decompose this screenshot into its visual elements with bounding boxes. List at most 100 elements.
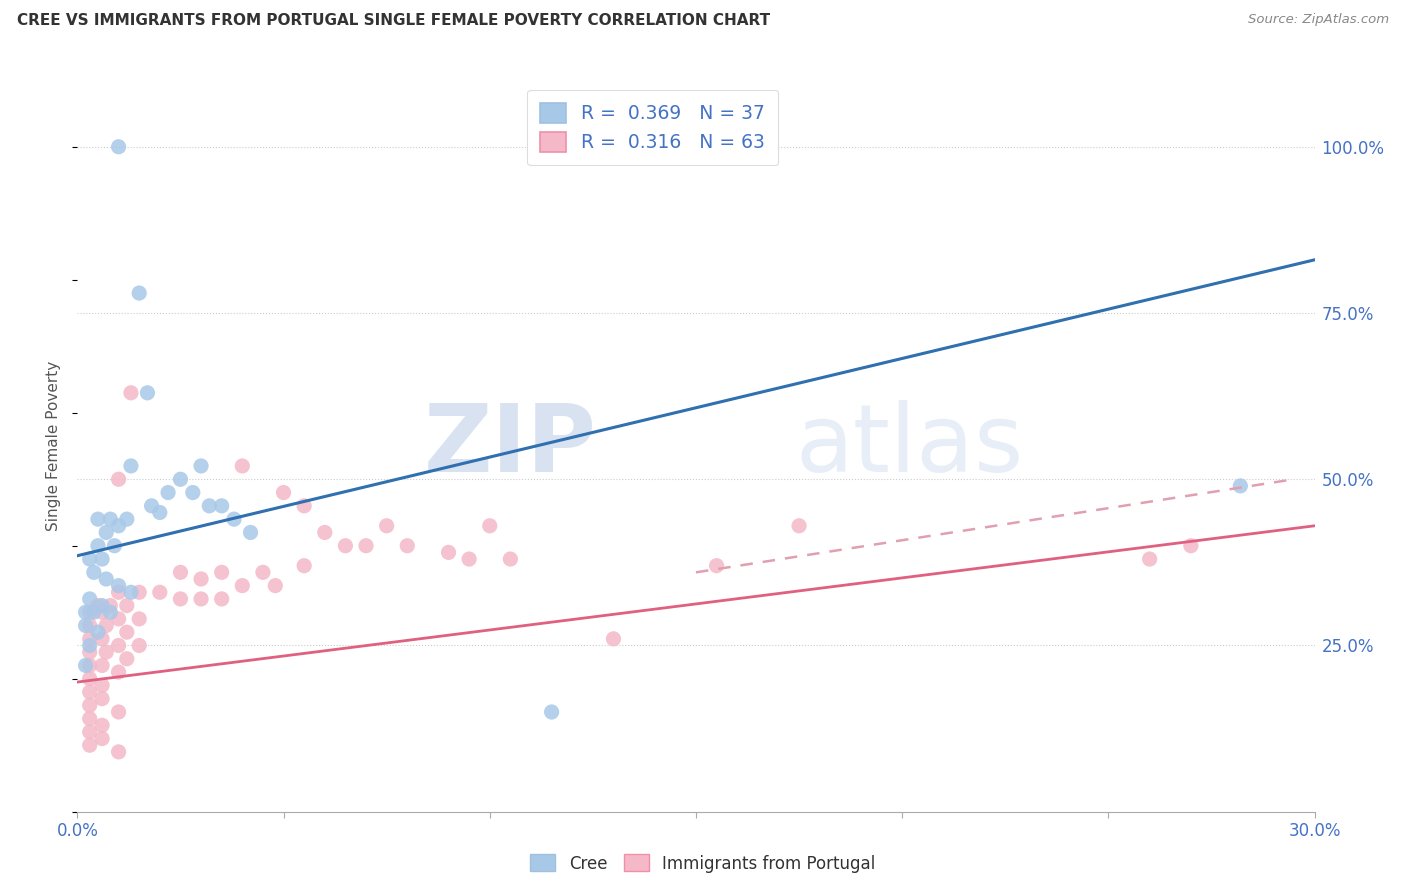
Point — [79, 698, 101, 713]
Point — [103, 539, 125, 553]
Point — [128, 585, 150, 599]
Point — [190, 572, 212, 586]
Point — [128, 612, 150, 626]
Point — [292, 558, 315, 573]
Point — [98, 605, 121, 619]
Point — [211, 591, 233, 606]
Point — [169, 472, 191, 486]
Point — [664, 140, 686, 154]
Point — [107, 665, 129, 679]
Point — [79, 685, 101, 699]
Point — [181, 485, 204, 500]
Point — [91, 731, 114, 746]
Point — [706, 558, 728, 573]
Point — [79, 632, 101, 646]
Point — [107, 140, 129, 154]
Point — [252, 566, 274, 580]
Point — [79, 639, 101, 653]
Point — [149, 506, 172, 520]
Point — [198, 499, 221, 513]
Point — [79, 712, 101, 726]
Point — [75, 618, 97, 632]
Point — [79, 725, 101, 739]
Text: ZIP: ZIP — [425, 400, 598, 492]
Point — [273, 485, 295, 500]
Point — [458, 552, 481, 566]
Point — [91, 605, 114, 619]
Point — [79, 672, 101, 686]
Point — [354, 539, 377, 553]
Point — [96, 525, 118, 540]
Point — [149, 585, 172, 599]
Point — [91, 599, 114, 613]
Point — [115, 512, 138, 526]
Point — [96, 645, 118, 659]
Point — [1180, 539, 1202, 553]
Point — [107, 745, 129, 759]
Point — [211, 499, 233, 513]
Point — [1139, 552, 1161, 566]
Point — [540, 705, 562, 719]
Point — [120, 585, 142, 599]
Point — [128, 639, 150, 653]
Point — [107, 472, 129, 486]
Point — [79, 658, 101, 673]
Point — [190, 591, 212, 606]
Point — [396, 539, 419, 553]
Point — [478, 518, 501, 533]
Point — [91, 552, 114, 566]
Point — [120, 458, 142, 473]
Point — [499, 552, 522, 566]
Point — [87, 625, 110, 640]
Point — [83, 566, 105, 580]
Point — [264, 579, 287, 593]
Legend: Cree, Immigrants from Portugal: Cree, Immigrants from Portugal — [524, 847, 882, 880]
Point — [107, 612, 129, 626]
Point — [120, 385, 142, 400]
Point — [91, 678, 114, 692]
Point — [87, 599, 110, 613]
Point — [157, 485, 180, 500]
Point — [96, 572, 118, 586]
Point — [787, 518, 810, 533]
Point — [314, 525, 336, 540]
Point — [79, 552, 101, 566]
Point — [91, 658, 114, 673]
Point — [107, 579, 129, 593]
Point — [91, 632, 114, 646]
Point — [115, 599, 138, 613]
Point — [79, 591, 101, 606]
Point — [602, 632, 624, 646]
Text: atlas: atlas — [794, 400, 1024, 492]
Point — [239, 525, 262, 540]
Point — [107, 639, 129, 653]
Point — [222, 512, 245, 526]
Point — [75, 605, 97, 619]
Point — [79, 618, 101, 632]
Point — [136, 385, 159, 400]
Point — [292, 499, 315, 513]
Point — [87, 539, 110, 553]
Point — [107, 705, 129, 719]
Point — [79, 738, 101, 752]
Point — [190, 458, 212, 473]
Point — [79, 605, 101, 619]
Point — [211, 566, 233, 580]
Point — [231, 458, 253, 473]
Point — [107, 585, 129, 599]
Y-axis label: Single Female Poverty: Single Female Poverty — [46, 361, 62, 531]
Point — [79, 645, 101, 659]
Point — [141, 499, 163, 513]
Point — [98, 599, 121, 613]
Legend: R =  0.369   N = 37, R =  0.316   N = 63: R = 0.369 N = 37, R = 0.316 N = 63 — [527, 90, 779, 165]
Point — [91, 718, 114, 732]
Point — [96, 618, 118, 632]
Point — [1229, 479, 1251, 493]
Point — [128, 286, 150, 301]
Point — [169, 566, 191, 580]
Text: CREE VS IMMIGRANTS FROM PORTUGAL SINGLE FEMALE POVERTY CORRELATION CHART: CREE VS IMMIGRANTS FROM PORTUGAL SINGLE … — [17, 13, 770, 29]
Point — [87, 512, 110, 526]
Point — [75, 658, 97, 673]
Point — [83, 605, 105, 619]
Point — [375, 518, 398, 533]
